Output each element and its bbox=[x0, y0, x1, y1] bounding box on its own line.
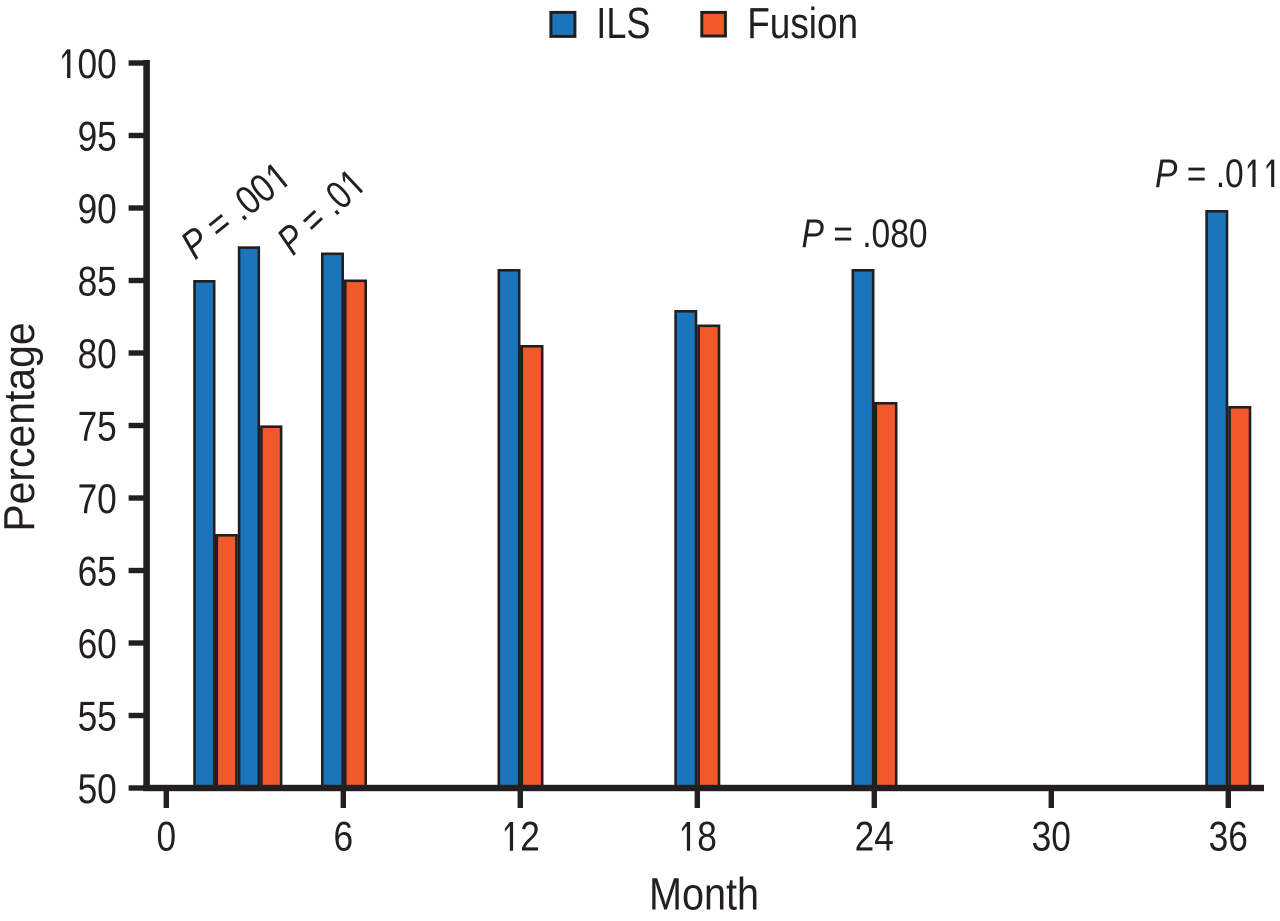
svg-text:55: 55 bbox=[78, 694, 117, 741]
svg-text:ILS: ILS bbox=[596, 0, 650, 48]
svg-text:Percentage: Percentage bbox=[0, 322, 44, 531]
svg-text:12: 12 bbox=[501, 814, 540, 861]
svg-text:18: 18 bbox=[678, 814, 717, 861]
svg-text:65: 65 bbox=[78, 549, 117, 596]
svg-text:Month: Month bbox=[649, 869, 759, 919]
svg-text:0: 0 bbox=[156, 814, 176, 861]
svg-text:P = .011: P = .011 bbox=[1155, 151, 1280, 195]
svg-text:90: 90 bbox=[78, 186, 117, 233]
svg-text:P = .080: P = .080 bbox=[802, 211, 928, 255]
svg-text:6: 6 bbox=[333, 814, 353, 861]
svg-text:24: 24 bbox=[855, 814, 894, 861]
svg-text:60: 60 bbox=[78, 621, 117, 668]
svg-text:30: 30 bbox=[1032, 814, 1071, 861]
svg-text:36: 36 bbox=[1209, 814, 1248, 861]
svg-text:50: 50 bbox=[78, 766, 117, 813]
svg-text:75: 75 bbox=[78, 404, 117, 451]
svg-text:85: 85 bbox=[78, 259, 117, 306]
svg-text:95: 95 bbox=[78, 114, 117, 161]
svg-text:80: 80 bbox=[78, 331, 117, 378]
svg-text:70: 70 bbox=[78, 476, 117, 523]
svg-text:Fusion: Fusion bbox=[747, 0, 858, 48]
svg-text:100: 100 bbox=[58, 41, 117, 88]
